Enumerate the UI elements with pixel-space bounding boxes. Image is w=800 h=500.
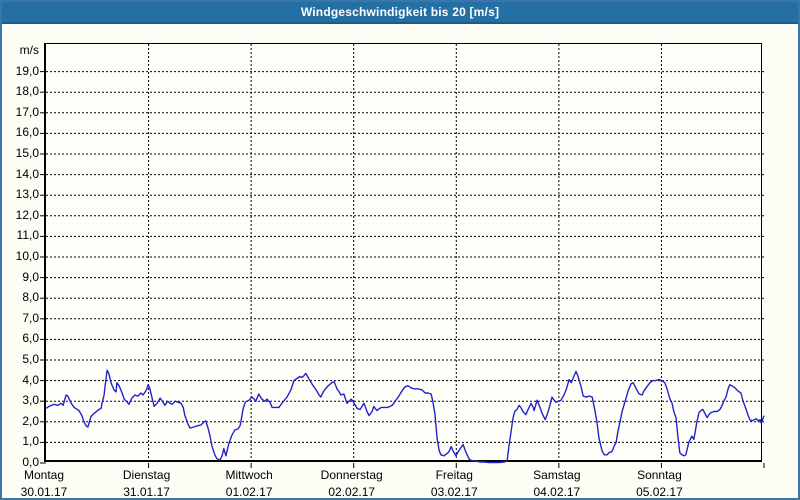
y-axis-tick-label: 6,0	[22, 331, 39, 346]
y-axis-tick-label: 19,0	[15, 63, 39, 78]
plot-area	[40, 43, 765, 468]
x-axis-day-label: Montag	[23, 468, 65, 482]
x-axis-day-label: Samstag	[533, 468, 581, 482]
x-axis-date-label: 31.01.17	[123, 485, 170, 499]
y-axis-tick-label: 3,0	[22, 393, 39, 408]
y-axis-unit-label: m/s	[19, 43, 39, 57]
y-axis-tick-label: 15,0	[15, 146, 39, 160]
y-axis-tick-label: 17,0	[15, 104, 39, 119]
y-axis-tick-label: 16,0	[15, 125, 39, 140]
x-axis-date-label: 30.01.17	[20, 485, 68, 499]
x-axis-date-label: 02.02.17	[328, 485, 376, 499]
y-axis-tick-label: 11,0	[16, 228, 39, 243]
y-axis-tick-label: 5,0	[22, 352, 39, 366]
x-axis-day-label: Sonntag	[637, 468, 682, 482]
y-axis-tick-label: 7,0	[22, 310, 39, 325]
y-axis-tick-label: 18,0	[15, 84, 39, 99]
wind-speed-line	[45, 369, 765, 464]
y-axis-tick-label: 4,0	[22, 372, 39, 387]
y-axis-tick-label: 8,0	[22, 290, 39, 305]
x-axis-date-label: 04.02.17	[533, 485, 581, 499]
x-axis-date-label: 05.02.17	[636, 485, 683, 499]
y-axis-tick-label: 14,0	[15, 166, 39, 181]
wind-speed-chart	[40, 44, 765, 468]
y-axis-tick-label: 13,0	[15, 187, 39, 202]
x-axis-day-label: Donnerstag	[320, 468, 383, 482]
x-axis-day-label: Mittwoch	[225, 468, 273, 482]
x-axis-date-label: 01.02.17	[225, 485, 273, 499]
x-axis-day-label: Dienstag	[122, 468, 171, 482]
y-axis-tick-label: 1,0	[22, 434, 39, 449]
chart-title-bar: Windgeschwindigkeit bis 20 [m/s]	[2, 2, 798, 24]
x-axis-day-label: Freitag	[435, 468, 473, 482]
y-axis-tick-label: 9,0	[22, 269, 39, 284]
y-axis-tick-label: 10,0	[15, 249, 39, 263]
y-axis-tick-label: 0,0	[22, 455, 39, 469]
chart-title: Windgeschwindigkeit bis 20 [m/s]	[300, 5, 500, 19]
y-axis-tick-label: 12,0	[15, 207, 39, 222]
y-axis-tick-label: 2,0	[22, 413, 39, 428]
x-axis-date-label: 03.02.17	[430, 485, 478, 499]
